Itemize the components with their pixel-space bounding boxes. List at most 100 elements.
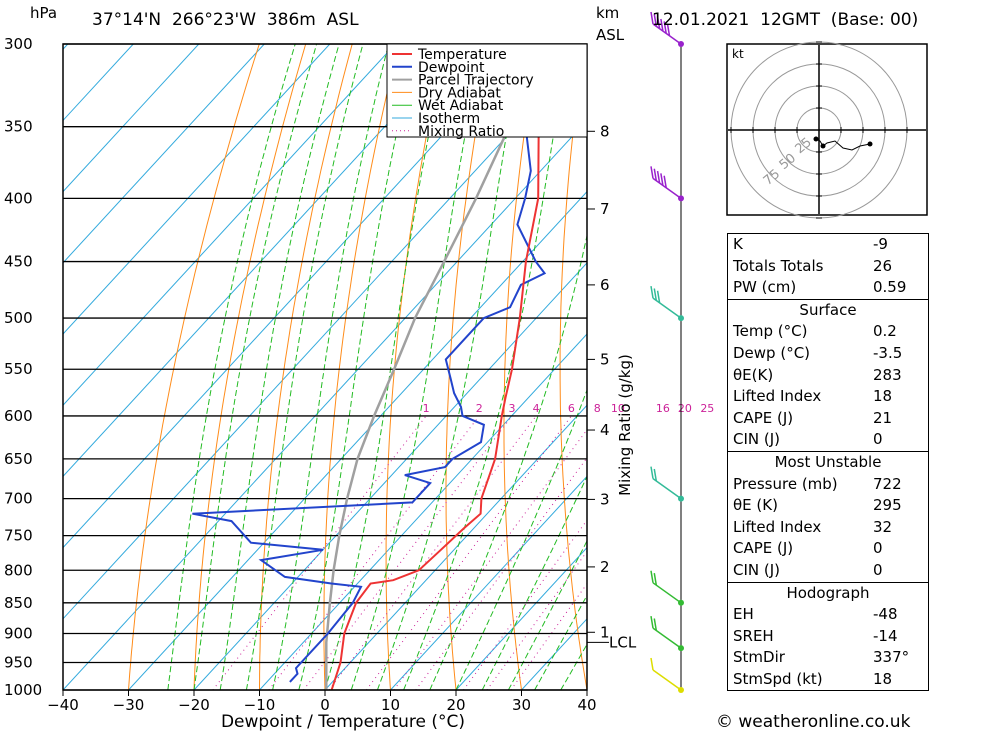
wet-adiabat-line: [350, 44, 484, 690]
asl-unit-label: ASL: [596, 26, 625, 44]
isotherm-line: [63, 44, 331, 335]
mixing-ratio-label: 8: [594, 402, 601, 415]
wind-barb-feather: [650, 570, 654, 583]
legend-label: Temperature: [417, 47, 507, 63]
index-value: -14: [873, 626, 898, 645]
parcel-trajectory-curve: [325, 44, 548, 690]
x-tick-label: −30: [113, 696, 145, 714]
wet-adiabat-line: [193, 44, 318, 690]
x-tick-label: 30: [512, 696, 531, 714]
wind-barb-shaft: [652, 669, 682, 691]
isotherm-line: [63, 119, 587, 690]
pressure-tick-label: 400: [4, 189, 33, 207]
km-unit-label: km: [596, 4, 619, 22]
wind-barb-dot: [678, 195, 684, 202]
index-label: SREH: [733, 626, 774, 645]
x-tick-label: −40: [47, 696, 79, 714]
km-tick-label: 8: [600, 122, 610, 140]
mixing-ratio-line: [328, 415, 537, 690]
index-label: Dewp (°C): [733, 343, 811, 362]
mixing-ratio-label: 2: [476, 402, 483, 415]
wind-barb-feather: [650, 285, 654, 299]
wet-adiabat-line: [507, 539, 587, 690]
isotherm-line: [128, 190, 587, 690]
wind-barb-dot: [678, 495, 684, 502]
index-value: 26: [873, 256, 893, 275]
wind-barb-feather: [653, 468, 658, 482]
index-value: 32: [873, 517, 893, 536]
mixing-ratio-label: 10: [611, 402, 625, 415]
index-row: CAPE (J) 0: [728, 538, 928, 560]
pressure-tick-label: 850: [4, 594, 33, 612]
wet-adiabat-line: [245, 44, 364, 690]
wind-barb-feather: [653, 618, 658, 631]
wind-barb-dot: [678, 315, 684, 322]
index-row: Totals Totals 26: [728, 256, 928, 278]
km-tick-label: 4: [600, 421, 610, 439]
dry-adiabat-line: [667, 44, 718, 690]
km-tick-label: 5: [600, 350, 610, 368]
wind-barb-feather: [656, 290, 661, 303]
wind-barb-feather: [663, 21, 667, 34]
index-row: EH -48: [728, 604, 928, 626]
mixing-ratio-label: 6: [568, 402, 575, 415]
wind-barb-feather: [653, 573, 658, 586]
pressure-tick-label: 300: [4, 35, 33, 53]
pressure-tick-label: 350: [4, 118, 33, 136]
pressure-tick-label: 450: [4, 253, 33, 271]
wet-adiabat-line: [534, 594, 587, 690]
wet-adiabat-line: [481, 475, 587, 690]
pressure-tick-label: 550: [4, 360, 33, 378]
index-value: -48: [873, 605, 898, 624]
km-tick-label: 3: [600, 490, 610, 508]
index-value: 0: [873, 430, 883, 449]
indices-panel: K -9 Totals Totals 26 PW (cm) 0.59 Surface Temp…: [727, 233, 929, 692]
index-row: θE (K) 295: [728, 495, 928, 517]
wind-barb-feather: [666, 23, 671, 36]
index-row: Lifted Index 32: [728, 517, 928, 539]
index-value: -9: [873, 235, 888, 253]
wind-barb-shaft: [652, 627, 682, 649]
km-tick-label: 7: [600, 200, 610, 218]
dewpoint-curve: [192, 44, 567, 683]
index-value: 0.59: [873, 278, 907, 297]
mixing-ratio-line: [393, 428, 587, 690]
index-value: 21: [873, 408, 893, 427]
datetime-title: 12.01.2021 12GMT (Base: 00): [652, 10, 918, 30]
index-label: Totals Totals: [733, 256, 824, 275]
wind-barb: [650, 570, 684, 606]
index-row: Pressure (mb) 722: [728, 474, 928, 496]
isotherm-line: [63, 44, 265, 264]
pressure-tick-label: 700: [4, 490, 33, 508]
lcl-label: LCL: [609, 633, 637, 651]
isotherm-line: [390, 475, 587, 690]
index-label: θE (K): [733, 496, 778, 515]
wind-barb-feather: [656, 16, 661, 29]
legend-label: Wet Adiabat: [418, 98, 504, 114]
mixing-ratio-line: [365, 415, 572, 690]
isotherm-line: [259, 333, 587, 690]
index-value: 337°: [873, 648, 910, 667]
index-label: K: [733, 235, 743, 253]
wind-barb-feather: [660, 18, 664, 32]
axes: −40 −30 −20 −10 0 10 20 30 40: [47, 690, 597, 714]
pressure-tick-label: 950: [4, 653, 33, 671]
index-row: CIN (J) 0: [728, 429, 928, 451]
wind-barb-feather: [650, 466, 654, 479]
isotherm-line: [455, 546, 587, 690]
wind-barb-feather: [650, 166, 654, 179]
km-tick-label: 2: [600, 558, 610, 576]
wind-barbs: [650, 11, 684, 693]
wind-barb-dot: [678, 41, 684, 47]
index-row: SREH -14: [728, 626, 928, 648]
plot-frame: [62, 43, 588, 691]
wet-adiabat-line: [455, 388, 587, 690]
km-tick-label: 1: [600, 623, 610, 641]
isotherm-line: [63, 44, 396, 406]
index-value: 0.2: [873, 322, 897, 341]
wind-barb: [650, 285, 684, 322]
wind-barb-dot: [678, 687, 684, 693]
pressure-tick-label: 600: [4, 407, 33, 425]
index-value: 18: [873, 387, 893, 406]
